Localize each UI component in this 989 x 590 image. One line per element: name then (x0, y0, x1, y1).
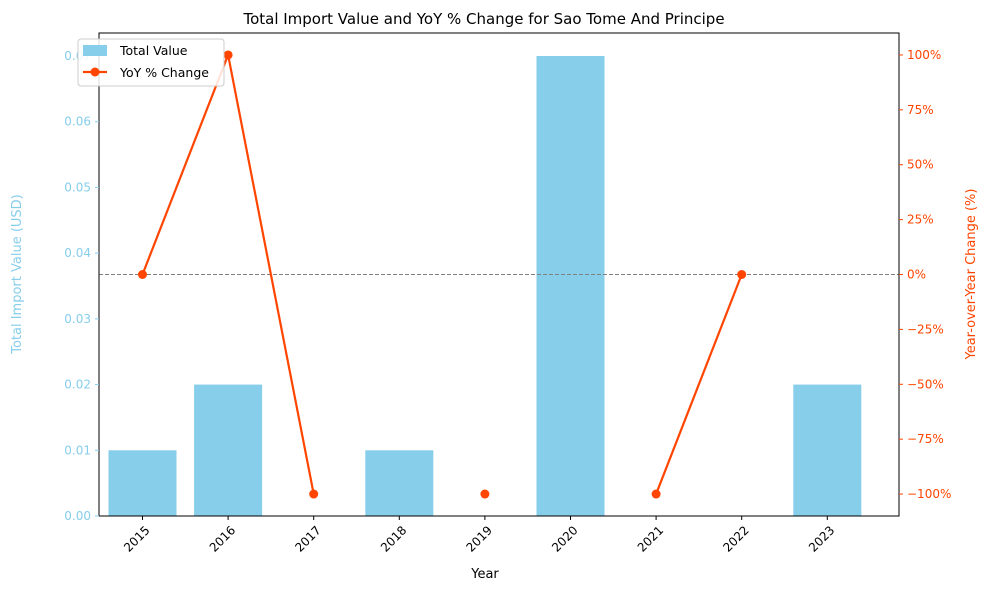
legend-swatch-total-value (83, 45, 107, 56)
y-right-tick-label: 75% (907, 103, 934, 117)
y-right-tick-label: −25% (907, 322, 944, 336)
y-right-tick-label: −50% (907, 377, 944, 391)
y-axis-left-label: Total Import Value (USD) (10, 194, 25, 355)
legend: Total Value YoY % Change (77, 38, 225, 87)
bar-2020 (536, 56, 605, 516)
y-left-tick-label: 0.06 (64, 115, 91, 129)
y-left-tick-label: 0.01 (64, 443, 91, 457)
x-tick-label: 2021 (635, 523, 666, 554)
x-tick-label: 2019 (464, 523, 495, 554)
line-layer (138, 50, 747, 499)
x-tick-label: 2018 (378, 523, 409, 554)
legend-label-total-value: Total Value (119, 43, 188, 58)
y-right-tick-label: 50% (907, 158, 934, 172)
yoy-point-2016 (223, 50, 233, 60)
x-tick-label: 2015 (121, 523, 152, 554)
yoy-point-2017 (309, 489, 319, 499)
yoy-point-2021 (651, 489, 661, 499)
x-axis-label: Year (470, 567, 499, 582)
y-left-tick-label: 0.00 (64, 509, 91, 523)
y-right-tick-label: 0% (907, 268, 926, 282)
yoy-point-2019 (480, 489, 490, 499)
bar-2015 (108, 450, 177, 516)
legend-label-yoy-change: YoY % Change (119, 65, 209, 80)
y-axis-right-label: Year-over-Year Change (%) (964, 189, 979, 361)
x-tick-label: 2020 (549, 523, 580, 554)
x-tick-label: 2016 (207, 523, 238, 554)
y-left-tick-label: 0.02 (64, 378, 91, 392)
legend-swatch-yoy-marker (90, 67, 100, 77)
yoy-point-2022 (737, 270, 747, 279)
y-left-tick-label: 0.04 (64, 246, 91, 260)
x-tick-label: 2017 (292, 523, 323, 554)
yoy-point-2015 (138, 270, 147, 279)
y-right-tick-label: −100% (907, 487, 951, 501)
y-right-tick-label: −75% (907, 432, 944, 446)
x-tick-label: 2023 (806, 523, 837, 554)
bars-layer (108, 56, 862, 516)
legend-box (77, 38, 225, 87)
chart-title: Total Import Value and YoY % Change for … (242, 10, 724, 28)
y-right-tick-label: 100% (907, 48, 941, 62)
y-left-tick-label: 0.03 (64, 312, 91, 326)
x-tick-label: 2022 (720, 523, 751, 554)
bar-2023 (793, 384, 862, 516)
y-left-tick-label: 0.05 (64, 180, 91, 194)
y-right-tick-label: 25% (907, 213, 934, 227)
bar-2018 (365, 450, 434, 516)
bar-2016 (194, 384, 263, 516)
yoy-line-segment-3 (655, 274, 743, 495)
